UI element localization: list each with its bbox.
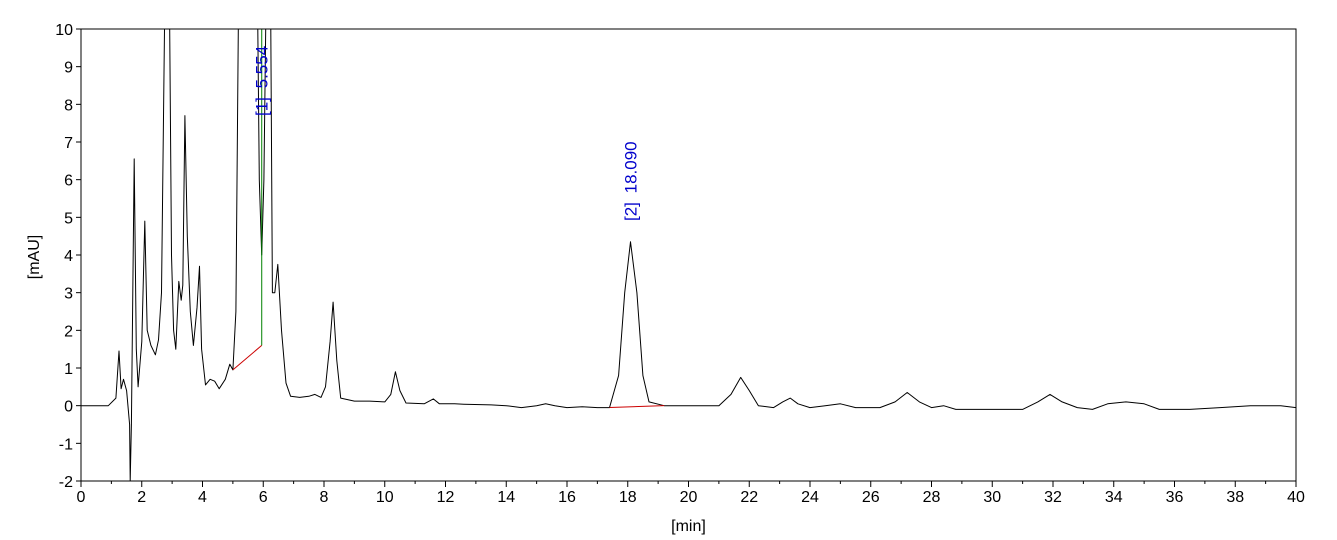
y-tick-label: -2	[59, 474, 73, 491]
x-tick-label: 16	[558, 489, 576, 506]
x-tick-label: 2	[137, 489, 146, 506]
x-tick-label: 18	[619, 489, 637, 506]
peak-index: [2]	[621, 197, 640, 221]
x-tick-label: 8	[320, 489, 329, 506]
x-tick-label: 36	[1166, 489, 1184, 506]
x-tick-label: 12	[437, 489, 455, 506]
peak-label-2: [2] 18.090	[621, 141, 640, 221]
axes: 0 2 4 6 8 10 12 14 16 18 20 22 24 26 28 30 32 34 36 38 40-2-…	[55, 22, 1305, 506]
x-tick-label: 32	[1044, 489, 1062, 506]
y-tick-label: 1	[64, 361, 73, 378]
peak-index: [1]	[253, 92, 272, 116]
x-tick-label: 40	[1287, 489, 1305, 506]
x-tick-label: 38	[1226, 489, 1244, 506]
y-tick-label: -1	[59, 436, 73, 453]
x-tick-label: 34	[1105, 489, 1123, 506]
integration-baselines	[232, 29, 665, 409]
peak-labels: [1] 5.554 [2] 18.090	[253, 46, 641, 221]
y-tick-label: 4	[64, 248, 73, 265]
plot-frame	[80, 28, 1297, 482]
x-tick-label: 22	[740, 489, 758, 506]
y-tick-label: 10	[55, 22, 73, 39]
x-axis-label: [min]	[671, 518, 706, 535]
baseline-1	[609, 405, 665, 409]
x-tick-label: 6	[259, 489, 268, 506]
y-tick-label: 7	[64, 135, 73, 152]
y-tick-label: 5	[64, 210, 73, 227]
x-tick-label: 0	[77, 489, 86, 506]
x-tick-label: 14	[497, 489, 515, 506]
x-tick-label: 26	[862, 489, 880, 506]
y-tick-label: 6	[64, 173, 73, 190]
y-tick-label: 9	[64, 60, 73, 77]
x-tick-label: 28	[923, 489, 941, 506]
baseline-0	[232, 345, 263, 371]
trace-line-0	[81, 28, 1297, 482]
y-axis-label: [mAU]	[26, 235, 43, 279]
peak-label-1: [1] 5.554	[253, 46, 272, 116]
y-tick-label: 3	[64, 286, 73, 303]
trace-layer	[81, 28, 1297, 482]
x-tick-label: 4	[198, 489, 207, 506]
x-tick-label: 24	[801, 489, 819, 506]
y-tick-label: 8	[64, 97, 73, 114]
peak-time: 18.090	[621, 141, 640, 193]
y-tick-label: 2	[64, 323, 73, 340]
peak-time: 5.554	[253, 46, 272, 89]
x-tick-label: 20	[680, 489, 698, 506]
y-tick-label: 0	[64, 399, 73, 416]
x-tick-label: 10	[376, 489, 394, 506]
x-tick-label: 30	[983, 489, 1001, 506]
